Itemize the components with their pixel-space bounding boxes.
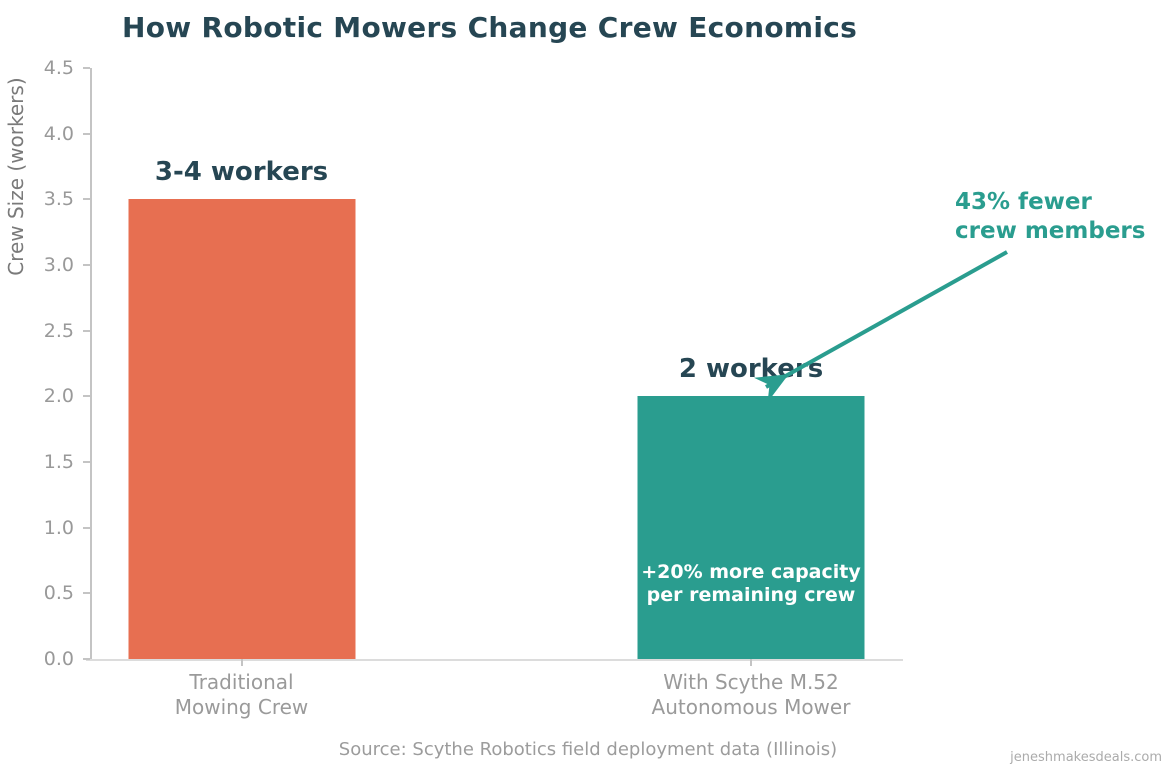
watermark: jeneshmakesdeals.com: [1010, 750, 1162, 765]
x-axis-spine: [86, 659, 903, 661]
source-note: Source: Scythe Robotics field deployment…: [338, 739, 838, 760]
y-tick-label: 3.5: [43, 188, 74, 211]
bar-scythe-crew: +20% more capacity per remaining crew: [637, 396, 865, 659]
x-tick-mark-2: [750, 659, 752, 666]
y-tick-mark: [83, 132, 90, 135]
fewer-crew-annotation-line2: crew members: [955, 218, 1146, 244]
x-tick-label-traditional-line1: Traditional: [189, 670, 294, 694]
y-tick-label: 3.0: [43, 254, 74, 276]
y-tick-label: 0.0: [43, 648, 74, 670]
x-tick-label-scythe: With Scythe M.52 Autonomous Mower: [652, 670, 851, 720]
y-axis-spine: [90, 68, 92, 659]
x-tick-label-traditional-line2: Mowing Crew: [174, 695, 309, 719]
y-tick-label: 0.5: [43, 582, 74, 605]
y-tick-mark: [83, 329, 90, 332]
y-tick: 3.5: [44, 188, 90, 210]
y-tick: 1.0: [44, 517, 90, 539]
fewer-crew-annotation: 43% fewer crew members: [955, 188, 1145, 246]
y-tick-label: 1.0: [43, 516, 74, 539]
y-tick-label: 4.0: [43, 122, 74, 145]
x-tick-label-traditional: Traditional Mowing Crew: [175, 670, 309, 720]
y-tick: 1.5: [44, 451, 90, 473]
y-tick: 0.5: [44, 582, 90, 604]
y-tick-mark: [83, 198, 90, 201]
y-tick-label: 1.5: [43, 451, 74, 473]
y-tick-label: 2.0: [43, 385, 74, 408]
capacity-annotation-line2: per remaining crew: [646, 584, 856, 606]
y-tick: 4.0: [44, 123, 90, 145]
y-tick-label: 2.5: [43, 319, 74, 342]
x-tick-label-scythe-line1: With Scythe M.52: [663, 670, 839, 694]
capacity-annotation: +20% more capacity per remaining crew: [638, 561, 865, 607]
y-tick-mark: [83, 658, 90, 660]
fewer-crew-annotation-line1: 43% fewer: [955, 189, 1092, 215]
y-tick-mark: [83, 526, 90, 529]
y-tick-mark: [83, 67, 90, 69]
bar-traditional-crew: [128, 199, 355, 659]
y-tick: 4.5: [44, 57, 90, 79]
y-tick-mark: [83, 592, 90, 595]
bar-value-label-scythe: 2 workers: [678, 354, 824, 385]
y-tick-mark: [83, 264, 90, 266]
y-tick-mark: [83, 461, 90, 463]
y-tick: 2.0: [44, 385, 90, 407]
y-tick: 0.0: [44, 648, 90, 670]
capacity-annotation-line1: +20% more capacity: [641, 561, 861, 583]
bar-value-label-traditional: 3-4 workers: [154, 157, 329, 188]
chart-title: How Robotic Mowers Change Crew Economics: [122, 11, 858, 44]
y-tick-label: 4.5: [43, 57, 74, 79]
y-tick: 2.5: [44, 320, 90, 342]
plot-area: 0.0 0.5 1.0 1.5 2.0 2.5 3.0 3.5 4.0 4.5 +20% more…: [44, 57, 903, 670]
x-tick-mark-1: [240, 659, 243, 666]
y-tick: 3.0: [44, 254, 90, 276]
x-tick-label-scythe-line2: Autonomous Mower: [651, 695, 851, 719]
y-axis-title: Crew Size (workers): [4, 77, 28, 276]
y-tick-mark: [83, 395, 90, 398]
